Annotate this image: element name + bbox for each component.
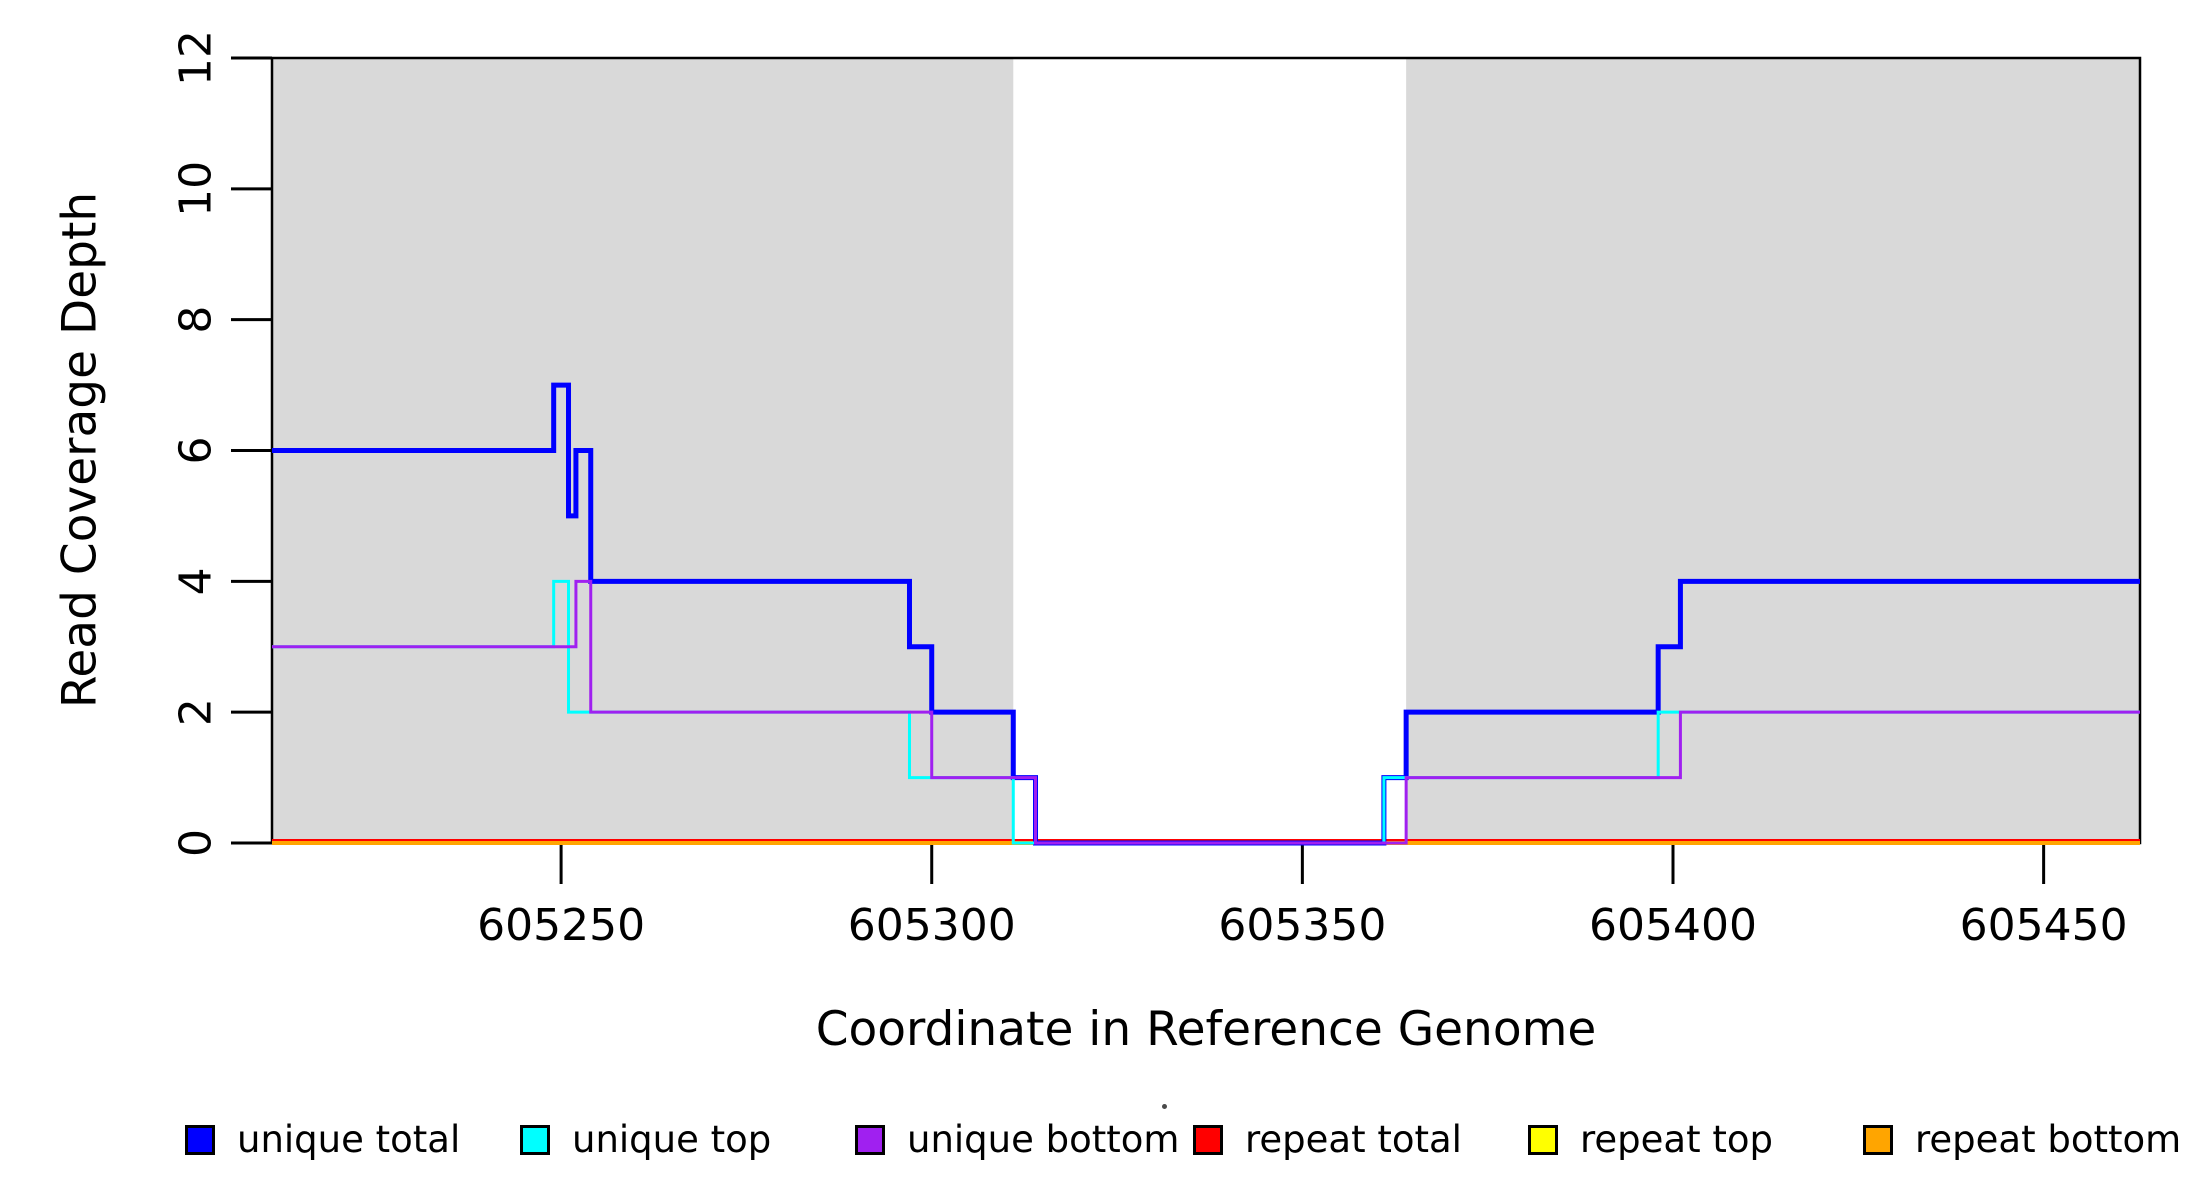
x-tick-label: 605400 [1589,900,1757,951]
y-tick-label: 10 [171,161,222,217]
x-axis-title: Coordinate in Reference Genome [815,1002,1597,1057]
y-tick-label: 8 [171,306,222,334]
shaded-region [1406,58,2140,843]
y-tick-label: 2 [171,698,222,726]
series-unique-bottom [272,579,2140,845]
y-axis-title: Read Coverage Depth [52,191,108,709]
y-tick-label: 4 [171,567,222,595]
y-tick-label: 6 [171,437,222,465]
stray-dot [1162,1104,1167,1109]
x-tick-label: 605450 [1960,900,2128,951]
x-tick-label: 605300 [848,900,1016,951]
y-tick-label: 12 [171,30,222,86]
x-tick-label: 605250 [477,900,645,951]
series-unique-total [272,382,2140,846]
x-tick-label: 605350 [1218,900,1386,951]
y-tick-label: 0 [171,829,222,857]
